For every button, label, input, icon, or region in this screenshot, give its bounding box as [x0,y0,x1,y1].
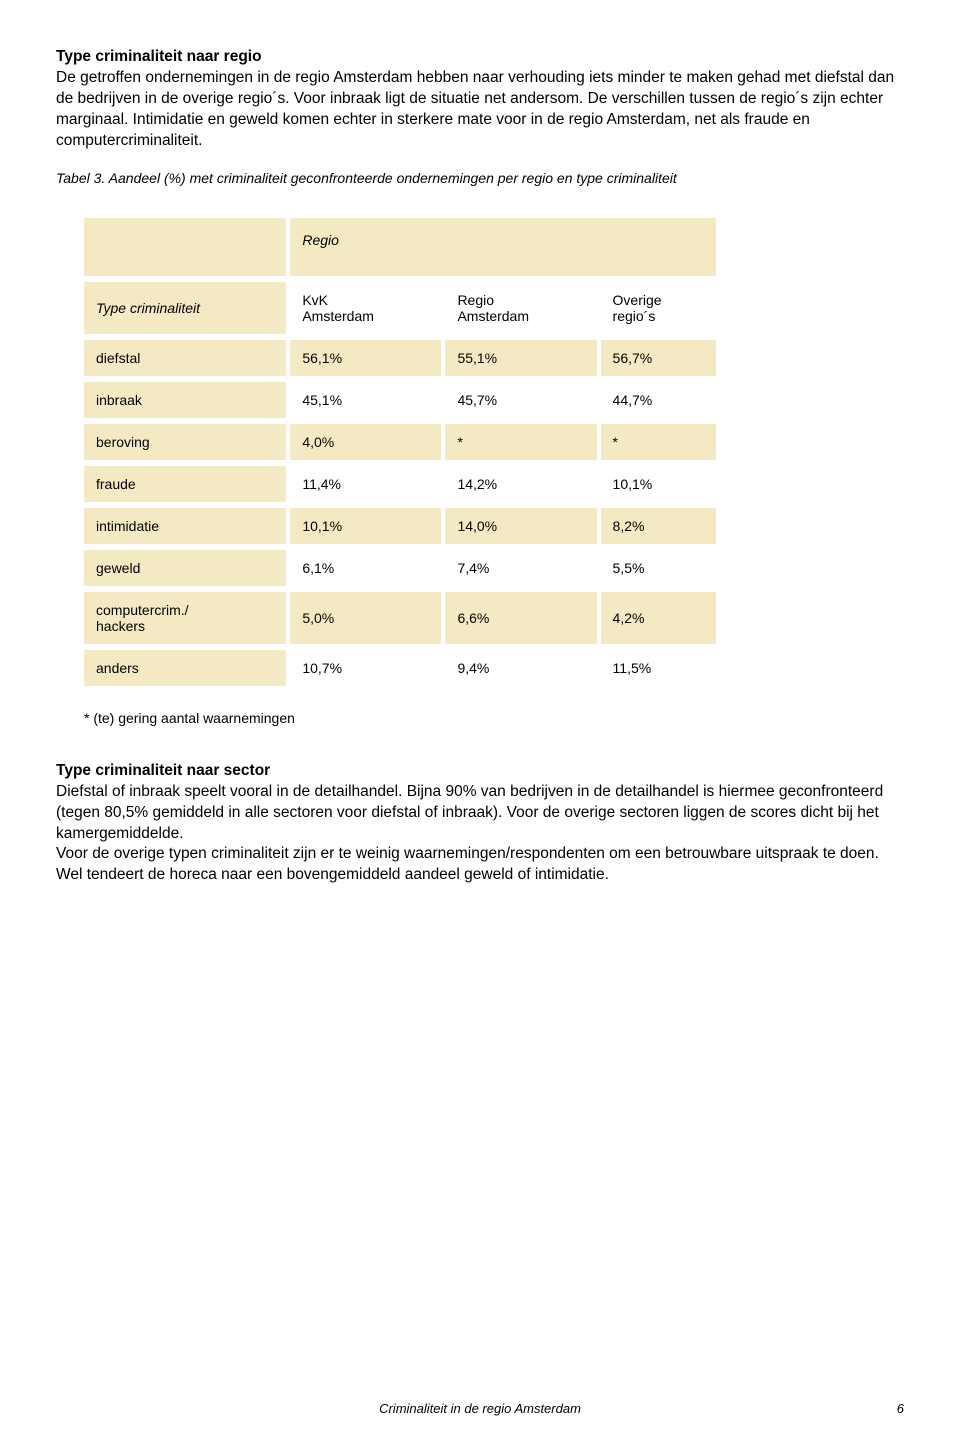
table-rowheader-label: Type criminaliteit [84,282,286,334]
section1-heading: Type criminaliteit naar regio [56,48,904,66]
table-cell: 44,7% [601,382,716,418]
table-cell: 8,2% [601,508,716,544]
table-caption: Tabel 3. Aandeel (%) met criminaliteit g… [56,170,904,186]
table-col-header-2: Overigeregio´s [601,282,716,334]
table-cell: 14,2% [445,466,596,502]
section2-body: Diefstal of inbraak speelt vooral in de … [56,782,904,887]
section2-heading: Type criminaliteit naar sector [56,762,904,780]
table-row-label: fraude [84,466,286,502]
table-cell: 7,4% [445,550,596,586]
table-cell: * [601,424,716,460]
table-cell: 45,1% [290,382,441,418]
table-corner-cell [84,218,286,276]
table-cell: 11,5% [601,650,716,686]
table-cell: 6,1% [290,550,441,586]
table-cell: 10,1% [601,466,716,502]
footer-title: Criminaliteit in de regio Amsterdam [379,1401,581,1416]
table-region-header: Regio [290,218,716,276]
section1-body: De getroffen ondernemingen in de regio A… [56,68,904,152]
crime-table: RegioType criminaliteitKvKAmsterdamRegio… [80,212,720,692]
table-row-label: inbraak [84,382,286,418]
page-footer: Criminaliteit in de regio Amsterdam 6 [0,1401,960,1416]
table-cell: 9,4% [445,650,596,686]
table-cell: 55,1% [445,340,596,376]
table-cell: 56,1% [290,340,441,376]
table-row-label: intimidatie [84,508,286,544]
footer-page-number: 6 [897,1401,904,1416]
table-cell: 5,0% [290,592,441,644]
table-cell: 10,7% [290,650,441,686]
table-col-header-0: KvKAmsterdam [290,282,441,334]
table-cell: 6,6% [445,592,596,644]
table-row-label: beroving [84,424,286,460]
table-row-label: anders [84,650,286,686]
table-row-label: computercrim./hackers [84,592,286,644]
table-cell: 11,4% [290,466,441,502]
table-cell: * [445,424,596,460]
table-cell: 4,0% [290,424,441,460]
table-cell: 45,7% [445,382,596,418]
table-col-header-1: RegioAmsterdam [445,282,596,334]
table-row-label: geweld [84,550,286,586]
table-cell: 4,2% [601,592,716,644]
table-cell: 10,1% [290,508,441,544]
table-row-label: diefstal [84,340,286,376]
table-cell: 14,0% [445,508,596,544]
table-footnote: * (te) gering aantal waarnemingen [84,710,904,726]
table-cell: 56,7% [601,340,716,376]
table-cell: 5,5% [601,550,716,586]
